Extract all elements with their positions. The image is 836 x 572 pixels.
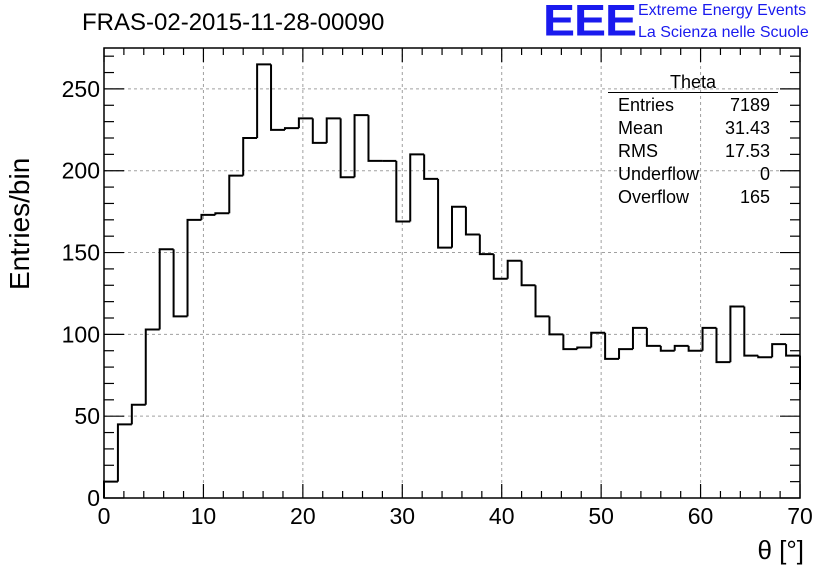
histogram-bin [214,212,230,215]
histogram-bin [743,306,759,357]
histogram-bin [701,326,717,351]
x-tick-label: 10 [191,503,217,529]
histogram-bin [353,114,369,178]
histogram-bin [520,260,536,287]
stats-value: 17.53 [724,141,770,161]
eee-logo-letters: EEE [543,0,637,46]
histogram-bin [172,249,188,318]
y-tick-label: 150 [62,240,100,266]
histogram-bin [158,248,174,330]
histogram-bin [631,326,647,350]
y-tick-label: 0 [87,485,100,511]
histogram-bin [395,160,411,223]
y-tick-label: 200 [62,158,100,184]
y-axis-label: Entries/bin [4,157,35,290]
histogram-bin [687,345,703,352]
histogram-bin [604,332,620,360]
histogram-bin [451,205,466,248]
histogram-bin [757,355,773,359]
stats-row-entries: Entries 7189 [608,94,778,117]
histogram-bin [367,115,383,162]
stats-title: Theta [669,72,717,92]
stats-key: Mean [618,118,664,138]
histogram-bin [785,344,800,357]
stats-row-underflow: Underflow 0 [608,163,778,186]
y-tick-label: 100 [62,321,100,347]
histogram-bin [409,153,425,222]
stats-row-overflow: Overflow 165 [608,186,778,209]
histogram-bin [478,234,494,256]
stats-key: Underflow [618,164,700,184]
histogram-bin [576,346,592,350]
stats-value: 31.43 [724,118,770,138]
histogram-bin [325,117,341,143]
x-tick-label: 60 [688,503,714,529]
histogram-bin [618,348,633,359]
histogram-bin [645,327,661,347]
histogram-bin [270,64,285,131]
stats-key: RMS [618,141,658,161]
histogram-bin [186,218,202,317]
axis-ticks [103,48,801,499]
tick-labels: 0 10 20 30 40 50 60 70 0 50 100 150 200 250 [62,76,813,529]
histogram-bin [729,305,745,363]
stats-key: Overflow [618,187,690,207]
stats-divider [608,92,778,93]
histogram-bin [506,259,522,279]
stats-value: 165 [739,187,770,207]
histogram-bin [311,118,327,144]
eee-logo-line2: La Scienza nelle Scuole [638,24,809,41]
stats-value: 0 [759,164,770,184]
histogram-bin [297,117,313,129]
stats-row-rms: RMS 17.53 [608,140,778,163]
stats-key: Entries [618,95,675,115]
stats-value: 7189 [729,95,770,115]
histogram-bin [673,344,689,351]
histogram-bin [339,118,355,179]
eee-logo-line1: Extreme Energy Events [638,2,807,19]
x-tick-label: 30 [389,503,415,529]
histogram-bin [534,285,550,318]
histogram-bin [464,206,480,236]
x-tick-label: 20 [290,503,316,529]
histogram-bin [437,178,452,249]
histogram-bin [590,331,606,348]
histogram-bin [242,137,258,176]
stats-row-mean: Mean 31.43 [608,117,778,140]
histogram-bin [144,328,160,405]
x-tick-label: 0 [98,503,111,529]
histogram-bin [116,423,132,482]
histogram-bin [130,403,146,425]
histogram-bin [548,316,564,336]
histogram-bin [256,63,272,138]
histogram-bin [771,343,787,358]
histogram-bin [492,254,508,280]
x-tick-label: 70 [787,503,813,529]
x-axis-label: θ [°] [757,535,804,565]
histogram-bin [283,127,299,130]
histogram-bin [228,174,244,214]
histogram-bin [423,154,439,180]
x-tick-label: 40 [489,503,515,529]
y-tick-label: 250 [62,76,100,102]
histogram-bin [562,334,578,351]
stats-box: Theta Entries 7189 Mean 31.43 RMS 17.53 … [608,72,778,209]
x-tick-label: 50 [588,503,614,529]
run-title: FRAS-02-2015-11-28-00090 [82,9,385,36]
plot-frame [103,47,801,499]
y-tick-label: 50 [74,403,100,429]
grid-lines [104,48,800,498]
histogram-bin [200,213,216,220]
histogram-bin [103,480,118,498]
histogram-bin [715,327,731,364]
histogram-bin [659,345,675,352]
